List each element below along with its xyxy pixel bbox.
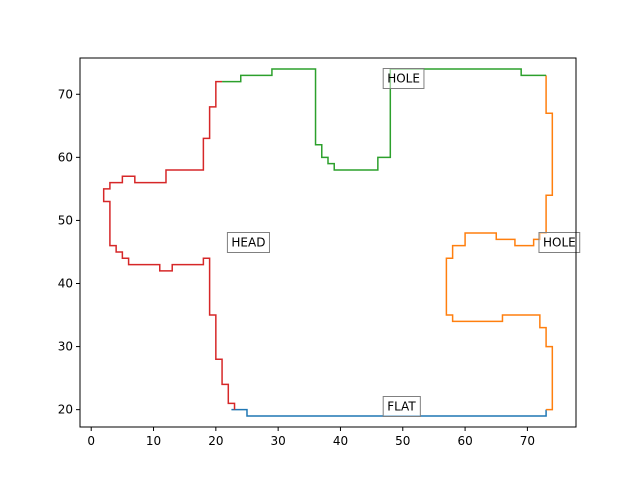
annotation-label: HEAD xyxy=(231,236,265,250)
annotation-box xyxy=(226,232,270,253)
series-line-4 xyxy=(102,80,236,410)
annotation-3: HOLE xyxy=(538,232,581,253)
y-axis: 20 30 40 50 60 70 xyxy=(58,87,80,417)
x-tick-label: 60 xyxy=(457,434,472,448)
y-tick-label: 70 xyxy=(58,87,73,101)
y-tick-label: 40 xyxy=(58,277,73,291)
series-line-1 xyxy=(231,408,547,417)
annotation-2: HOLE xyxy=(382,68,425,89)
y-tick-label: 60 xyxy=(58,150,73,164)
annotation-label: HOLE xyxy=(387,72,420,86)
annotation-box xyxy=(382,396,421,417)
x-tick-label: 0 xyxy=(87,434,95,448)
y-tick-label: 50 xyxy=(58,213,73,227)
x-tick-label: 50 xyxy=(395,434,410,448)
x-axis: 0 10 20 30 40 50 60 70 xyxy=(87,427,535,448)
y-tick-label: 20 xyxy=(58,403,73,417)
x-tick-label: 40 xyxy=(333,434,348,448)
annotation-1: HEAD xyxy=(226,232,270,253)
annotation-4: FLAT xyxy=(382,396,421,417)
plot-frame xyxy=(79,57,577,428)
x-tick-label: 30 xyxy=(271,434,286,448)
annotation-box xyxy=(382,68,425,89)
annotation-box xyxy=(538,232,581,253)
x-tick-label: 70 xyxy=(520,434,535,448)
annotation-label: FLAT xyxy=(387,400,416,414)
x-tick-label: 10 xyxy=(146,434,161,448)
y-tick-label: 30 xyxy=(58,340,73,354)
annotation-label: HOLE xyxy=(543,236,576,250)
annotation-layer: HEAD HOLE HOLE FLAT xyxy=(226,68,581,417)
x-tick-label: 20 xyxy=(208,434,223,448)
